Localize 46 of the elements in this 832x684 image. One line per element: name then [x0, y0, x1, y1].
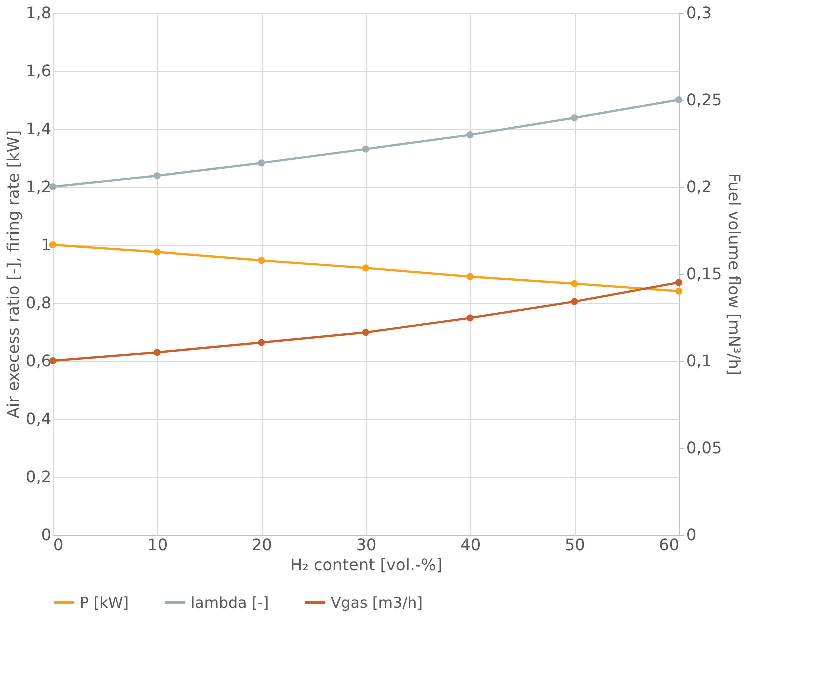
x-tick-label: 0	[54, 536, 64, 554]
y2-tick-label: 0,25	[686, 90, 722, 110]
point	[466, 314, 474, 322]
x-tick-label: 50	[564, 536, 586, 554]
point	[466, 273, 474, 280]
y2-tick-label: 0,3	[686, 4, 712, 22]
y-tick-label: 0,8	[26, 294, 52, 312]
point	[675, 96, 683, 104]
point	[571, 280, 578, 288]
y-axis-title: Air execess ratio [-], firing rate [kW]	[4, 130, 24, 418]
legend-label: P [kW]	[80, 594, 130, 612]
point	[154, 349, 161, 356]
x-tick-label: 40	[460, 536, 482, 554]
point	[362, 329, 370, 336]
legend-label: Vgas [m3/h]	[331, 594, 423, 612]
x-tick-label: 10	[148, 536, 168, 554]
y-tick-label: 1,2	[26, 178, 52, 196]
x-tick-label: 20	[252, 536, 272, 554]
point	[362, 146, 370, 153]
y-tick-label: 1	[41, 236, 52, 254]
y2-tick-label: 0,15	[686, 264, 722, 284]
y-tick-label: 0,2	[26, 468, 52, 486]
point	[466, 132, 474, 139]
y-tick-label: 0,4	[26, 410, 52, 428]
point	[675, 279, 683, 286]
point	[258, 339, 266, 346]
legend-label: lambda [-]	[191, 594, 270, 612]
point	[362, 264, 370, 272]
point	[258, 160, 266, 167]
point	[154, 172, 161, 180]
y-tick-label: 0,6	[26, 352, 52, 370]
x-axis-title: H₂ content [vol.-%]	[290, 556, 443, 574]
point	[571, 298, 578, 306]
x-tick-label: 30	[356, 536, 377, 554]
x-tick-label: 60	[659, 536, 680, 554]
point	[675, 288, 683, 295]
point	[571, 114, 578, 122]
y2-tick-label: 0,2	[686, 178, 712, 196]
y2-axis-title: Fuel volume flow [mN³/h]	[725, 173, 744, 376]
y-tick-label: 1,8	[26, 4, 52, 22]
point	[154, 248, 161, 256]
y2-tick-label: 0,1	[686, 352, 712, 370]
y2-tick-label: 0,05	[686, 438, 722, 458]
y-tick-label: 1,4	[26, 120, 52, 138]
y-tick-label: 1,6	[26, 62, 52, 80]
point	[258, 257, 266, 264]
